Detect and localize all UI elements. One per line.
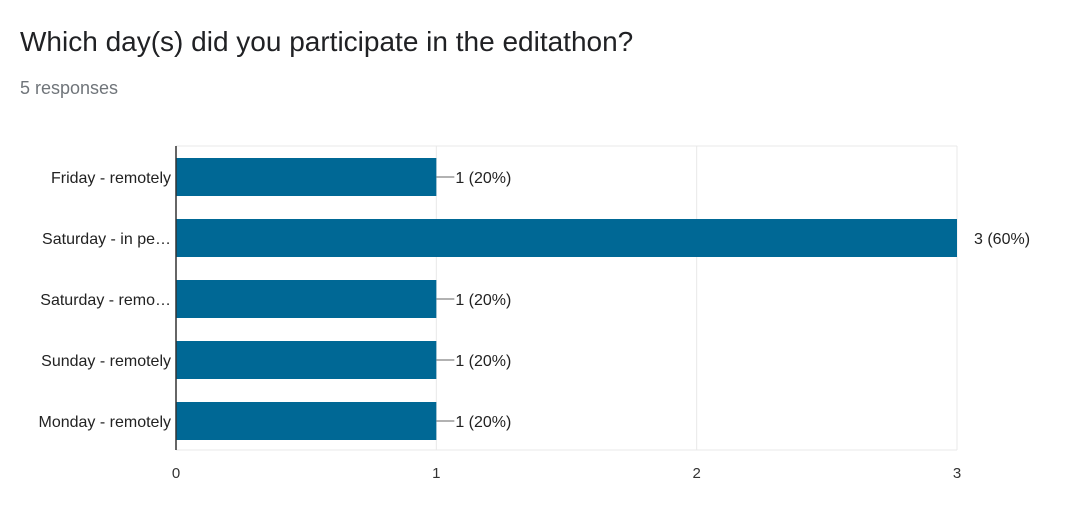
bars [176, 158, 957, 440]
data-label: 3 (60%) [974, 231, 1030, 248]
bar [176, 402, 437, 440]
labels: 0 1 2 3 Friday - remotely 1 (20%) Saturday - i… [39, 170, 1031, 482]
category-label: Monday - remotely [39, 414, 172, 431]
bar [176, 158, 437, 196]
data-label: 1 (20%) [455, 170, 511, 187]
category-label: Sunday - remotely [41, 353, 171, 370]
bar [176, 341, 437, 379]
x-tick-label: 2 [692, 465, 700, 482]
data-label: 1 (20%) [455, 414, 511, 431]
x-tick-label: 1 [432, 465, 440, 482]
responses-count: 5 responses [20, 78, 119, 98]
question-title: Which day(s) did you participate in the … [20, 26, 634, 57]
data-label: 1 (20%) [455, 292, 511, 309]
bar [176, 280, 437, 318]
x-tick-label: 0 [172, 465, 180, 482]
data-label: 1 (20%) [455, 353, 511, 370]
x-tick-label: 3 [953, 465, 961, 482]
category-label: Friday - remotely [51, 170, 171, 187]
gridlines [176, 145, 958, 451]
bar [176, 219, 957, 257]
category-label: Saturday - remo… [40, 292, 171, 309]
category-label: Saturday - in pe… [42, 231, 171, 248]
